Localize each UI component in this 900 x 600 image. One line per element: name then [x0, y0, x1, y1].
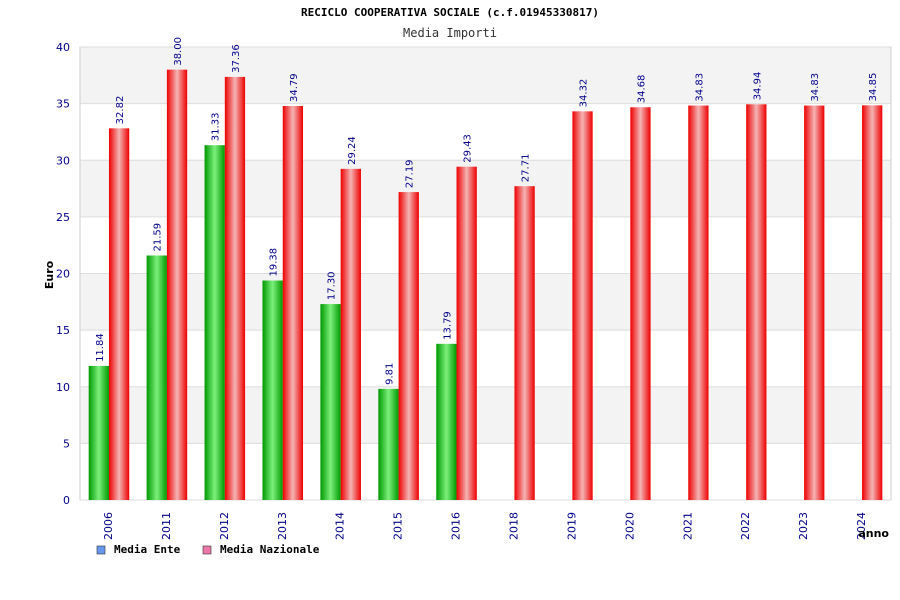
data-label-media-nazionale: 34.68 — [636, 75, 647, 104]
legend-swatch-media-nazionale — [202, 545, 212, 555]
x-tick-label: 2014 — [334, 512, 347, 540]
bar-media-nazionale — [108, 128, 130, 500]
data-label-media-ente: 9.81 — [384, 363, 395, 385]
bar-media-nazionale — [456, 166, 477, 500]
legend: Media Ente Media Nazionale — [96, 543, 320, 556]
x-tick-label: 2021 — [681, 512, 694, 540]
bar-media-nazionale — [166, 69, 188, 501]
bar-media-ente — [378, 388, 399, 500]
data-label-media-ente: 11.84 — [95, 333, 106, 362]
plot-band — [80, 330, 891, 387]
plot-band — [80, 103, 891, 161]
chart-title: RECICLO COOPERATIVA SOCIALE (c.f.0194533… — [301, 6, 599, 19]
x-tick-label: 2011 — [160, 512, 173, 540]
data-label-media-ente: 19.38 — [269, 248, 280, 277]
x-tick-label: 2018 — [507, 512, 520, 540]
bar-media-nazionale — [862, 105, 883, 500]
data-label-media-ente: 31.33 — [211, 113, 222, 142]
data-label-media-nazionale: 34.83 — [810, 73, 821, 102]
plot-band — [80, 386, 891, 444]
x-tick-label: 2015 — [392, 512, 405, 540]
y-tick-label: 5 — [63, 437, 70, 450]
plot-band — [80, 216, 891, 274]
data-label-media-ente: 13.79 — [442, 311, 453, 340]
data-label-media-nazionale: 29.43 — [463, 134, 474, 163]
bar-media-nazionale — [282, 106, 304, 501]
bar-media-nazionale — [746, 104, 767, 500]
y-tick-label: 10 — [56, 381, 70, 394]
bar-media-ente — [436, 343, 457, 500]
data-label-media-ente: 17.30 — [327, 271, 338, 300]
y-tick-label: 30 — [56, 154, 70, 167]
y-tick-labels: 0 5 10 15 20 25 30 35 40 — [56, 41, 70, 507]
x-axis-label: anno — [858, 527, 889, 540]
bar-media-nazionale — [804, 105, 825, 501]
bar-media-nazionale — [398, 192, 419, 501]
bar-media-nazionale — [688, 105, 709, 501]
x-tick-label: 2020 — [623, 512, 636, 540]
bar-media-ente — [146, 255, 167, 500]
legend-swatch-media-ente — [96, 545, 106, 555]
data-label-media-nazionale: 38.00 — [173, 37, 184, 66]
bar-media-ente — [88, 365, 109, 500]
bar-media-ente — [262, 280, 283, 500]
legend-label-media-nazionale: Media Nazionale — [220, 543, 320, 556]
bar-media-nazionale — [630, 107, 651, 501]
chart-subtitle: Media Importi — [403, 26, 497, 40]
bar-media-nazionale — [340, 168, 361, 500]
bar-media-nazionale — [514, 186, 535, 500]
y-tick-label: 20 — [56, 268, 70, 281]
y-tick-label: 25 — [56, 211, 70, 224]
bar-media-ente — [320, 304, 341, 500]
data-label-media-nazionale: 37.36 — [231, 44, 242, 73]
y-axis-label: Euro — [43, 260, 56, 289]
data-label-media-ente: 21.59 — [153, 223, 164, 252]
x-tick-label: 2013 — [276, 512, 289, 540]
bars: 11.84 32.82 21.59 38.00 31.33 37.36 19.38 34.79… — [88, 37, 883, 501]
bar-media-ente — [204, 145, 225, 500]
plot-band — [80, 443, 891, 500]
bar-media-nazionale — [224, 76, 246, 500]
data-label-media-nazionale: 34.32 — [579, 79, 590, 108]
y-tick-label: 40 — [56, 41, 70, 54]
bar-media-nazionale — [572, 111, 593, 501]
x-tick-label: 2023 — [797, 512, 810, 540]
data-label-media-nazionale: 34.94 — [752, 72, 763, 101]
data-label-media-nazionale: 34.79 — [289, 73, 300, 102]
data-label-media-nazionale: 27.71 — [521, 154, 532, 183]
y-tick-label: 35 — [56, 98, 70, 111]
x-tick-label: 2024 — [855, 512, 868, 540]
x-tick-label: 2022 — [739, 512, 752, 540]
plot-band — [80, 47, 891, 104]
data-label-media-nazionale: 34.83 — [694, 73, 705, 102]
data-label-media-nazionale: 32.82 — [115, 96, 126, 125]
y-tick-label: 0 — [63, 494, 70, 507]
data-label-media-nazionale: 29.24 — [347, 136, 358, 165]
legend-label-media-ente: Media Ente — [114, 543, 181, 556]
x-tick-label: 2019 — [565, 512, 578, 540]
x-tick-label: 2016 — [450, 512, 463, 540]
plot-band — [80, 273, 891, 331]
data-label-media-nazionale: 34.85 — [868, 73, 879, 102]
x-tick-label: 2006 — [102, 512, 115, 540]
plot-band — [80, 160, 891, 217]
x-tick-labels: 2006 2011 2012 2013 2014 2015 2016 2018 2019 2020… — [102, 512, 868, 540]
data-label-media-nazionale: 27.19 — [405, 159, 416, 188]
x-tick-label: 2012 — [218, 512, 231, 540]
y-tick-label: 15 — [56, 324, 70, 337]
